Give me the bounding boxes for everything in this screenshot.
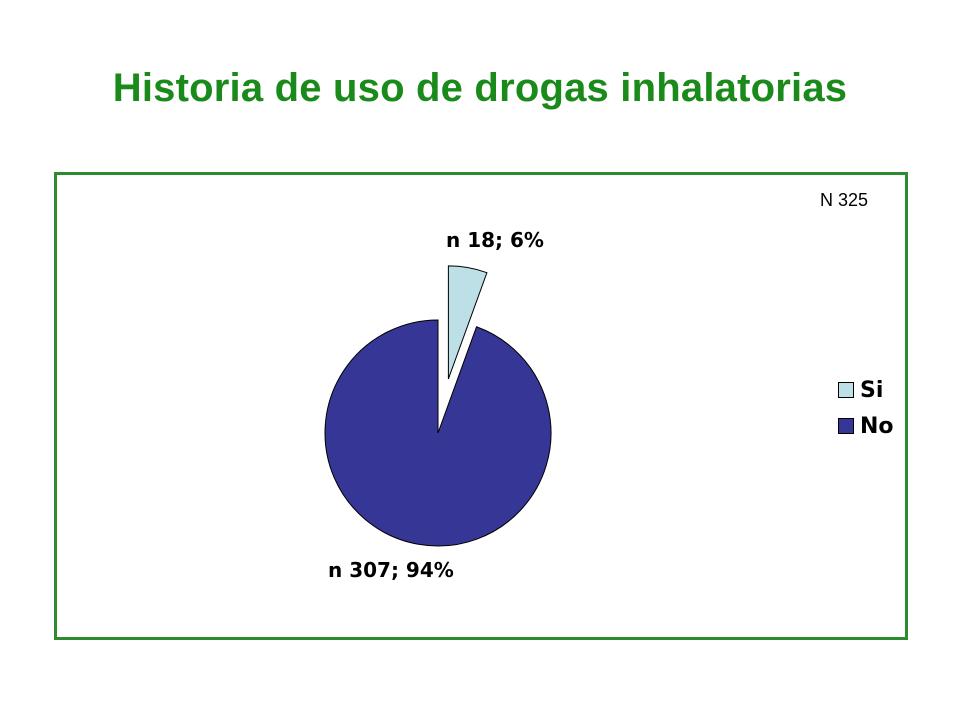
chart-legend: Si No [838, 375, 894, 447]
legend-item-no: No [838, 411, 894, 441]
legend-item-si: Si [838, 375, 894, 405]
slice-label-no: n 307; 94% [328, 558, 454, 582]
legend-swatch-si [838, 382, 854, 398]
pie-slice-si [447, 265, 488, 380]
legend-swatch-no [838, 418, 854, 434]
legend-label-no: No [860, 413, 894, 439]
legend-label-si: Si [860, 377, 884, 403]
slice-label-si: n 18; 6% [446, 228, 544, 252]
pie-slice-no [324, 319, 552, 547]
sample-size-label: N 325 [820, 190, 869, 210]
page-title: Historia de uso de drogas inhalatorias [112, 66, 848, 110]
